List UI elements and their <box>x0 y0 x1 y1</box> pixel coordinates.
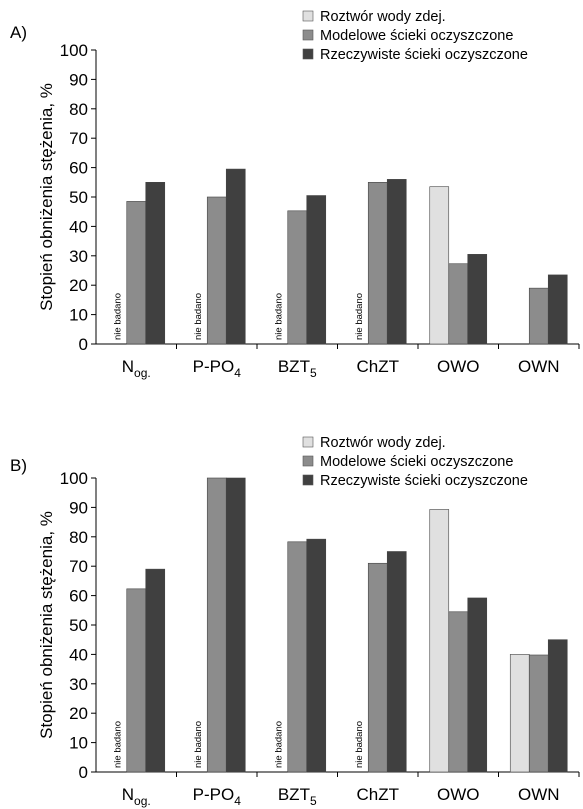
y-tick-label: 100 <box>60 41 88 60</box>
y-tick-label: 70 <box>69 129 88 148</box>
y-tick-label: 10 <box>69 306 88 325</box>
y-tick-label: 60 <box>69 587 88 606</box>
bar <box>225 168 246 345</box>
bar <box>306 195 327 345</box>
bar <box>467 254 488 345</box>
bar <box>448 611 469 773</box>
legend-swatch <box>302 10 314 22</box>
bar <box>367 562 388 773</box>
y-tick-label: 0 <box>79 335 88 354</box>
legend-label: Roztwór wody zdej. <box>320 435 446 451</box>
not-tested-label: nie badano <box>273 721 284 768</box>
legend-label: Modelowe ścieki oczyszczone <box>320 454 513 470</box>
legend-swatch <box>302 455 314 467</box>
y-tick-label: 30 <box>69 675 88 694</box>
bar <box>429 509 450 773</box>
bar <box>367 182 388 345</box>
x-tick-label: OWN <box>518 357 560 376</box>
bar <box>126 201 147 345</box>
legend-label: Rzeczywiste ścieki oczyszczone <box>320 473 528 489</box>
x-tick-label: ChZT <box>357 357 400 376</box>
x-tick-label: P-PO4 <box>193 357 242 380</box>
y-tick-label: 20 <box>69 704 88 723</box>
chart-panel-1: A) Roztwór wody zdej. Modelowe ścieki oczy… <box>10 9 580 380</box>
y-tick-label: 100 <box>60 469 88 488</box>
bar <box>429 186 450 345</box>
y-tick-label: 30 <box>69 247 88 266</box>
y-axis-title: Stopień obniżenia stężenia, % <box>37 511 56 739</box>
not-tested-label: nie badano <box>273 293 284 340</box>
not-tested-label: nie badano <box>193 721 204 768</box>
x-tick-label: ChZT <box>357 785 400 804</box>
bar <box>547 639 568 773</box>
bar <box>547 274 568 345</box>
not-tested-label: nie badano <box>354 721 365 768</box>
bar <box>448 263 469 345</box>
bar <box>306 538 327 773</box>
y-tick-label: 90 <box>69 70 88 89</box>
not-tested-label: nie badano <box>354 293 365 340</box>
y-tick-label: 40 <box>69 217 88 236</box>
y-tick-label: 20 <box>69 276 88 295</box>
legend-swatch <box>302 474 314 486</box>
y-tick-label: 50 <box>69 616 88 635</box>
y-tick-label: 90 <box>69 498 88 517</box>
bar <box>467 597 488 773</box>
legend-label: Modelowe ścieki oczyszczone <box>320 28 513 44</box>
x-tick-label: OWO <box>437 785 480 804</box>
legend-swatch <box>302 436 314 448</box>
legend-swatch <box>302 48 314 60</box>
x-tick-label: Nog. <box>122 785 151 808</box>
y-tick-label: 70 <box>69 557 88 576</box>
y-tick-label: 40 <box>69 645 88 664</box>
x-tick-label: BZT5 <box>278 357 317 380</box>
panel-label: B) <box>10 456 27 475</box>
x-tick-label: OWO <box>437 357 480 376</box>
bar <box>225 477 246 773</box>
bar <box>145 182 166 345</box>
bar <box>287 210 308 345</box>
x-tick-label: P-PO4 <box>193 785 242 808</box>
not-tested-label: nie badano <box>112 721 123 768</box>
bar <box>126 588 147 773</box>
chart-panel-2: B) Roztwór wody zdej. Modelowe ścieki oczy… <box>10 435 580 808</box>
legend-label: Rzeczywiste ścieki oczyszczone <box>320 47 528 63</box>
legend-swatch <box>302 29 314 41</box>
bar <box>145 568 166 773</box>
bar <box>386 551 407 773</box>
bar <box>509 654 530 773</box>
y-tick-label: 0 <box>79 763 88 782</box>
bar <box>206 477 227 773</box>
panel-label: A) <box>10 23 27 42</box>
bar <box>206 196 227 345</box>
y-axis-title: Stopień obniżenia stężenia, % <box>37 83 56 311</box>
y-tick-label: 80 <box>69 528 88 547</box>
y-tick-label: 50 <box>69 188 88 207</box>
y-tick-label: 80 <box>69 100 88 119</box>
bar <box>528 654 549 773</box>
y-tick-label: 60 <box>69 159 88 178</box>
x-tick-label: BZT5 <box>278 785 317 808</box>
y-tick-label: 10 <box>69 734 88 753</box>
bar <box>528 287 549 345</box>
bar <box>386 179 407 345</box>
x-tick-label: OWN <box>518 785 560 804</box>
not-tested-label: nie badano <box>193 293 204 340</box>
legend-label: Roztwór wody zdej. <box>320 9 446 25</box>
not-tested-label: nie badano <box>112 293 123 340</box>
bar <box>287 541 308 773</box>
x-tick-label: Nog. <box>122 357 151 380</box>
